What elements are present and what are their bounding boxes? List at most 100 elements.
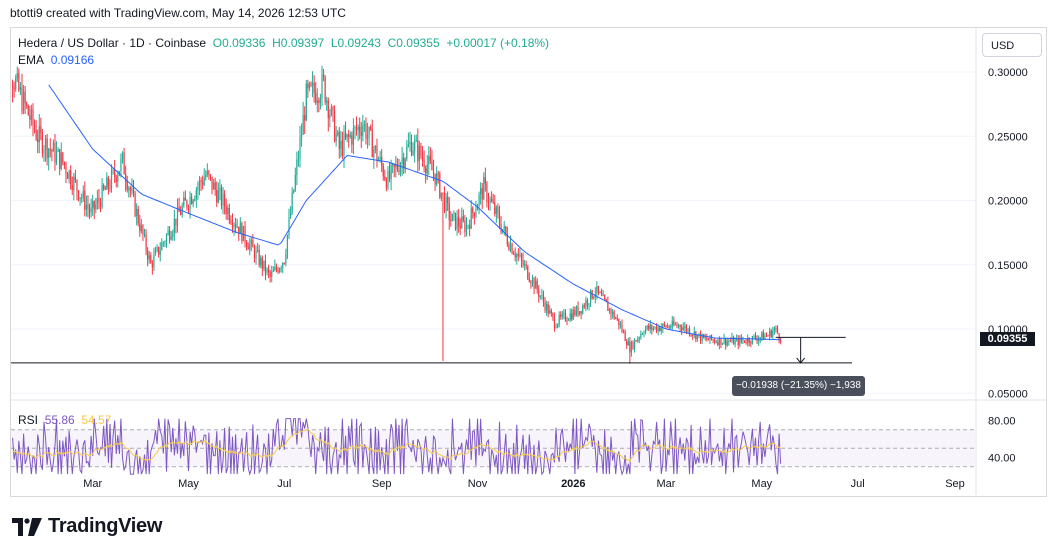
candle-body bbox=[417, 139, 419, 161]
candle-body bbox=[355, 126, 358, 131]
candle-body bbox=[253, 247, 256, 259]
candle-body bbox=[420, 145, 422, 157]
candle-body bbox=[154, 250, 157, 256]
candle-body bbox=[754, 335, 757, 339]
candle-body bbox=[742, 340, 744, 342]
candle-body bbox=[125, 174, 127, 182]
candle-body bbox=[776, 328, 779, 334]
candle-body bbox=[492, 201, 494, 203]
candle-body bbox=[524, 264, 526, 266]
candle-body bbox=[553, 316, 556, 328]
candle-body bbox=[558, 314, 560, 325]
candle-body bbox=[406, 146, 408, 160]
candle-body bbox=[235, 224, 237, 228]
y-tick-label: 0.20000 bbox=[988, 196, 1028, 208]
candle-body bbox=[330, 106, 333, 115]
candle-body bbox=[126, 181, 128, 190]
candle-body bbox=[626, 340, 628, 346]
measure-arrow-icon bbox=[796, 357, 806, 364]
candle-body bbox=[352, 128, 355, 145]
ema-legend: EMA 0.09166 bbox=[18, 53, 94, 67]
candle-body bbox=[222, 193, 224, 206]
candle-body bbox=[21, 87, 23, 111]
candle-body bbox=[99, 201, 102, 208]
candle-body bbox=[33, 125, 36, 131]
candle-body bbox=[194, 198, 196, 201]
candle-body bbox=[736, 338, 738, 340]
candle-body bbox=[296, 159, 298, 175]
candle-body bbox=[780, 339, 782, 342]
candle-body bbox=[571, 313, 573, 320]
candle-body bbox=[410, 142, 413, 155]
candle-body bbox=[81, 197, 83, 199]
candle-body bbox=[165, 234, 168, 243]
candle-body bbox=[227, 207, 229, 214]
candle-body bbox=[475, 210, 477, 217]
candle-body bbox=[721, 343, 724, 345]
candle-body bbox=[608, 308, 611, 311]
candle-body bbox=[260, 257, 262, 266]
x-tick-label: Mar bbox=[83, 478, 102, 490]
candle-body bbox=[597, 286, 600, 293]
candle-body bbox=[41, 133, 44, 154]
candle-body bbox=[289, 212, 292, 218]
candle-body bbox=[657, 327, 659, 332]
candle-body bbox=[520, 254, 523, 260]
high-value: H0.09397 bbox=[272, 36, 325, 50]
y-tick-label: 0.15000 bbox=[988, 260, 1028, 272]
candle-body bbox=[530, 281, 532, 284]
candle-body bbox=[114, 169, 116, 177]
candle-body bbox=[241, 223, 243, 242]
candle-body bbox=[685, 325, 688, 332]
candle-body bbox=[348, 134, 350, 137]
candle-body bbox=[22, 91, 25, 111]
candle-body bbox=[552, 313, 554, 317]
candle-body bbox=[403, 157, 405, 168]
candle-body bbox=[443, 193, 446, 212]
candle-body bbox=[522, 259, 524, 266]
candle-body bbox=[246, 242, 248, 247]
candle-body bbox=[231, 222, 234, 227]
rsi-label: RSI bbox=[18, 413, 39, 427]
candle-body bbox=[396, 164, 398, 170]
candle-body bbox=[52, 142, 55, 152]
candle-body bbox=[698, 333, 700, 335]
currency-button[interactable]: USD bbox=[982, 33, 1042, 57]
candle-body bbox=[588, 303, 590, 305]
candle-body bbox=[104, 189, 106, 190]
candle-body bbox=[399, 164, 402, 173]
candle-body bbox=[349, 135, 351, 137]
candle-body bbox=[404, 159, 406, 168]
rsi-value: 55.86 bbox=[44, 413, 75, 427]
candle-body bbox=[13, 87, 15, 90]
candle-body bbox=[51, 150, 53, 152]
candle-body bbox=[346, 134, 348, 138]
candle-body bbox=[673, 320, 675, 325]
candle-body bbox=[516, 254, 518, 258]
candle-body bbox=[511, 243, 513, 254]
candle-body bbox=[491, 198, 493, 202]
candle-body bbox=[728, 341, 730, 343]
candle-body bbox=[575, 306, 578, 315]
candle-body bbox=[718, 337, 720, 345]
candle-body bbox=[29, 115, 31, 120]
candle-body bbox=[357, 126, 359, 131]
candle-body bbox=[655, 326, 658, 332]
rsi-pane: 80.00 40.00 bbox=[11, 416, 1016, 476]
candle-body bbox=[564, 312, 567, 321]
candle-body bbox=[187, 207, 190, 209]
candle-body bbox=[169, 230, 171, 240]
candle-body bbox=[19, 87, 22, 90]
candle-body bbox=[250, 239, 252, 244]
candle-body bbox=[619, 324, 622, 326]
candles bbox=[11, 65, 782, 364]
candle-body bbox=[46, 138, 48, 159]
last-price-badge: 0.09355 bbox=[980, 332, 1035, 346]
candle-body bbox=[739, 337, 741, 346]
candle-body bbox=[322, 74, 325, 77]
candle-body bbox=[773, 328, 775, 331]
candle-body bbox=[329, 114, 331, 119]
candle-body bbox=[359, 126, 361, 133]
candle-body bbox=[109, 187, 111, 189]
